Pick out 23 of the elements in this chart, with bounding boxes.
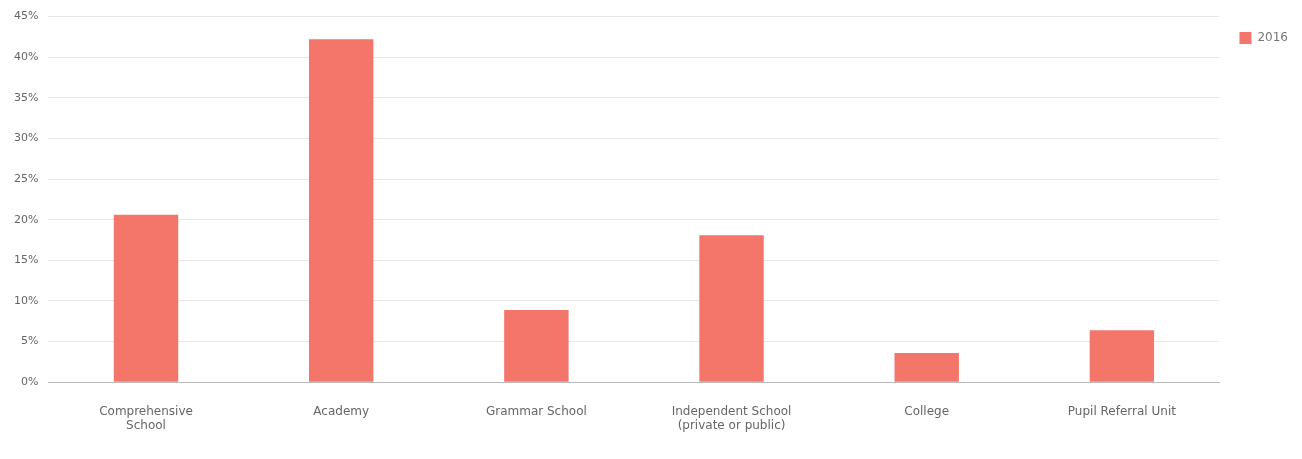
x-tick-label: Academy <box>313 403 370 418</box>
y-tick-label: 5% <box>21 334 39 348</box>
y-tick-label: 15% <box>14 253 39 267</box>
y-tick-label: 45% <box>14 9 39 23</box>
x-tick-label: Comprehensive School <box>99 403 193 432</box>
y-tick-label: 0% <box>21 375 39 389</box>
y-tick-label: 20% <box>14 212 39 226</box>
y-tick-label: 30% <box>14 131 39 145</box>
y-tick-label: 35% <box>14 90 39 104</box>
bar <box>504 309 569 382</box>
legend-label: 2016 <box>1257 30 1289 45</box>
bar <box>894 352 959 382</box>
bar <box>113 214 179 382</box>
x-tick-label: Grammar School <box>485 403 587 418</box>
x-tick-label: Pupil Referral Unit <box>1067 403 1177 418</box>
y-tick-label: 40% <box>14 50 39 64</box>
y-tick-label: 25% <box>14 171 39 185</box>
x-tick-label: College <box>904 403 950 418</box>
y-tick-label: 10% <box>14 293 39 307</box>
bar <box>1089 330 1155 382</box>
x-tick-label: Independent School (private or public) <box>671 403 792 432</box>
bar <box>309 39 374 382</box>
bar <box>699 235 764 382</box>
